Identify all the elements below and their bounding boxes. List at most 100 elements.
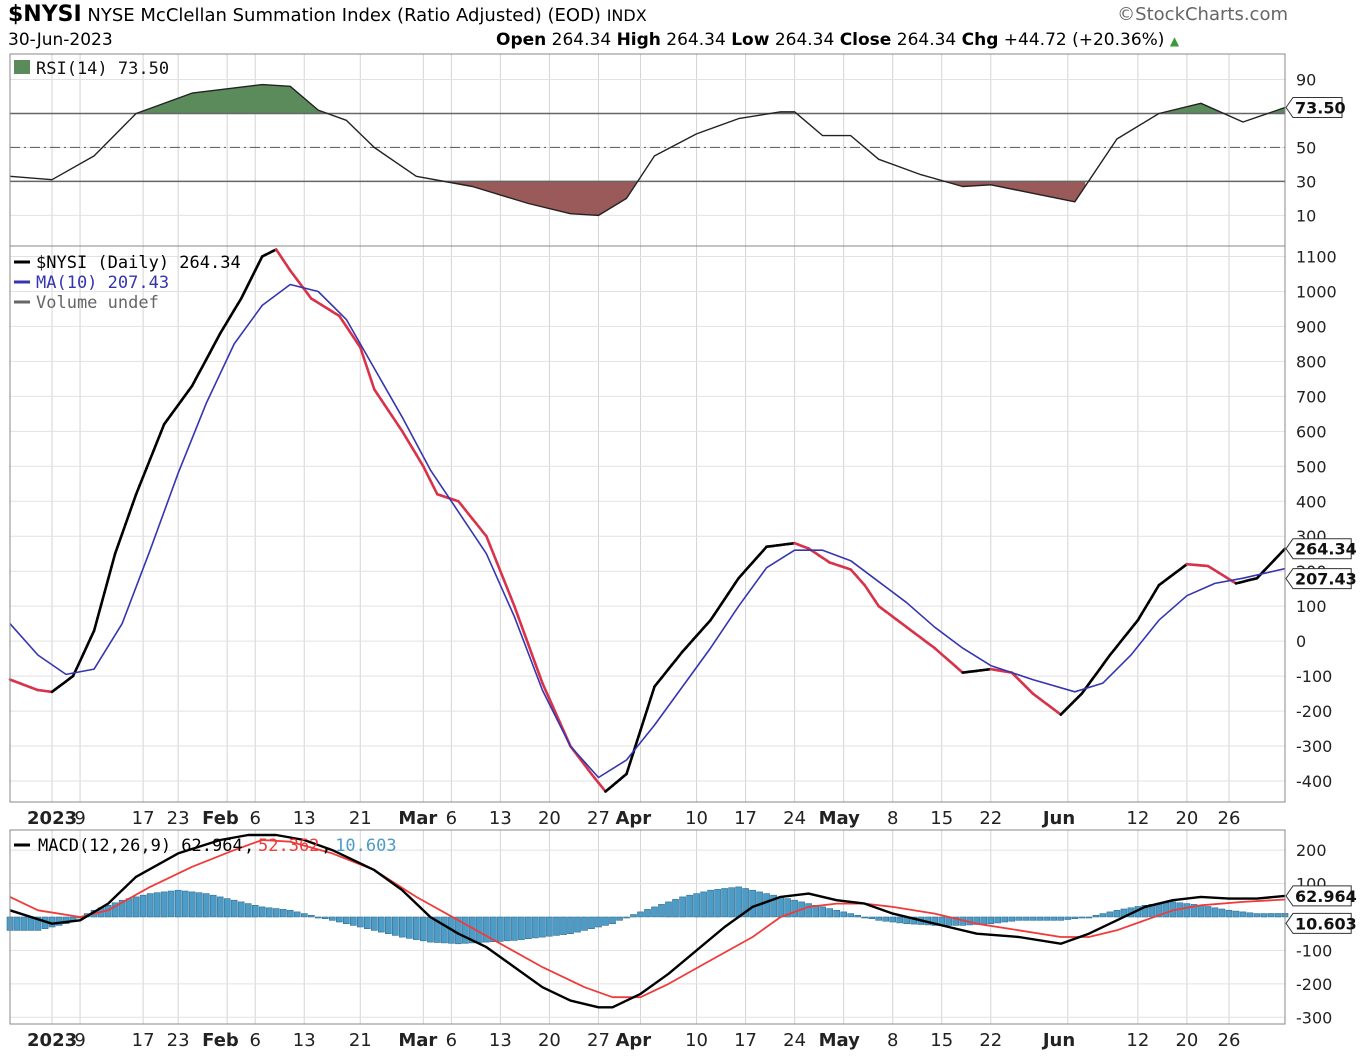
macd-histogram-bar <box>195 892 203 918</box>
macd-histogram-bar <box>160 891 168 918</box>
price-legend-entry: $NYSI (Daily) 264.34 <box>36 253 241 273</box>
rsi-last-label: 73.50 <box>1295 99 1346 118</box>
macd-last-label: 62.964 <box>1295 887 1357 906</box>
macd-histogram-bar <box>714 889 721 918</box>
nysi-price-segment <box>534 662 541 675</box>
y-tick-label: -300 <box>1296 737 1332 756</box>
y-tick-label: 100 <box>1296 597 1327 616</box>
nysi-price-segment <box>369 377 376 391</box>
macd-histogram-bar <box>609 916 616 924</box>
x-tick-label: 27 <box>587 1030 610 1051</box>
chg-label: Chg <box>961 30 999 50</box>
macd-histogram-bar <box>784 898 791 918</box>
x-tick-label: 6 <box>446 1030 457 1051</box>
nysi-price-segment <box>537 672 544 685</box>
x-tick-label: 6 <box>249 1030 260 1051</box>
nysi-price-segment <box>509 596 516 608</box>
macd-histogram-bar <box>13 916 21 931</box>
macd-histogram-bar <box>511 916 518 941</box>
macd-histogram-bar <box>1057 916 1065 921</box>
macd-last-tag <box>1285 885 1352 907</box>
y-tick-label: 500 <box>1296 457 1327 476</box>
macd-histogram-bar <box>896 916 904 924</box>
macd-histogram-bar <box>490 916 497 943</box>
x-tick-label: Apr <box>615 808 651 829</box>
macd-legend-entry: MACD(12,26,9) 62.964 <box>38 836 243 856</box>
macd-histogram-bar <box>384 916 392 935</box>
macd-histogram-bar <box>602 916 609 926</box>
macd-histogram-bar <box>216 896 224 918</box>
x-tick-label: 12 <box>1126 808 1149 829</box>
macd-histogram-bar <box>532 916 539 939</box>
macd-histogram-bar <box>188 891 196 918</box>
macd-histogram-bar <box>293 911 301 918</box>
macd-histogram-bar <box>251 904 259 918</box>
macd-histogram-bar <box>777 896 784 918</box>
macd-histogram-bar <box>272 908 280 918</box>
rsi-legend: RSI(14) 73.50 <box>36 59 169 79</box>
y-tick-label: 900 <box>1296 317 1327 336</box>
brand-watermark: ©StockCharts.com <box>1117 4 1288 25</box>
x-tick-label: 23 <box>167 808 190 829</box>
macd-histogram-bar <box>1001 916 1009 923</box>
price-legend-entry: Volume undef <box>36 293 159 313</box>
price-last-label: 264.34 <box>1295 540 1357 559</box>
nysi-price-segment <box>506 587 513 599</box>
macd-histogram-bar <box>651 906 658 918</box>
x-tick-label: 15 <box>930 1030 953 1051</box>
nysi-price-segment <box>541 681 548 693</box>
macd-histogram-bar <box>202 893 210 918</box>
macd-histogram-bar <box>1183 903 1191 918</box>
macd-histogram-bar <box>833 909 841 918</box>
price-legend-entry: MA(10) 207.43 <box>36 273 169 293</box>
low-value: 264.34 <box>774 30 835 50</box>
macd-histogram-bar <box>342 916 350 924</box>
price-last-tag <box>1285 538 1352 560</box>
nysi-price-segment <box>1280 547 1287 554</box>
nysi-price-segment <box>485 534 492 547</box>
nysi-price-segment <box>239 290 246 300</box>
macd-histogram-bar <box>55 916 63 926</box>
macd-histogram-bar <box>679 896 686 918</box>
macd-histogram-bar <box>111 902 119 918</box>
macd-histogram-bar <box>791 899 798 918</box>
x-tick-label: 12 <box>1126 1030 1149 1051</box>
macd-histogram-bar <box>125 898 133 918</box>
macd-histogram-bar <box>1232 910 1240 918</box>
macd-histogram-bar <box>27 916 35 931</box>
nysi-price-segment <box>495 561 502 573</box>
macd-histogram-bar <box>616 916 623 921</box>
x-tick-label: 10 <box>685 808 708 829</box>
nysi-price-segment <box>110 552 117 568</box>
nysi-price-segment <box>152 440 159 452</box>
high-label: High <box>616 30 661 50</box>
x-tick-label: 24 <box>783 808 806 829</box>
y-tick-label: -300 <box>1296 1008 1332 1027</box>
macd-histogram-bar <box>209 894 217 918</box>
y-tick-label: 0 <box>1296 632 1306 651</box>
macd-histogram-bar <box>994 916 1002 924</box>
macd-histogram-bar <box>167 890 175 918</box>
chart-title: $NYSI NYSE McClellan Summation Index (Ra… <box>8 2 647 27</box>
high-value: 264.34 <box>666 30 726 50</box>
macd-histogram-bar <box>146 893 154 918</box>
macd-histogram-bar <box>412 916 420 940</box>
index-name: NYSE McClellan Summation Index (Ratio Ad… <box>87 5 601 26</box>
macd-histogram-bar <box>1071 916 1079 920</box>
nysi-price-segment <box>124 512 131 526</box>
macd-histogram-bar <box>1113 909 1121 918</box>
x-tick-label: 23 <box>167 1030 190 1051</box>
nysi-price-segment <box>635 728 642 743</box>
panel-frame <box>9 245 1286 803</box>
macd-histogram-bar <box>405 916 413 939</box>
low-label: Low <box>731 30 770 50</box>
x-tick-label: Jun <box>1041 808 1075 829</box>
macd-histogram-bar <box>539 916 546 938</box>
macd-histogram-bar <box>377 916 385 933</box>
nysi-price-segment <box>639 718 646 732</box>
macd-histogram-bar <box>398 916 406 938</box>
macd-histogram-bar <box>1022 916 1030 921</box>
macd-histogram-bar <box>139 894 147 918</box>
nysi-price-segment <box>649 685 656 699</box>
macd-line <box>9 833 1286 1009</box>
